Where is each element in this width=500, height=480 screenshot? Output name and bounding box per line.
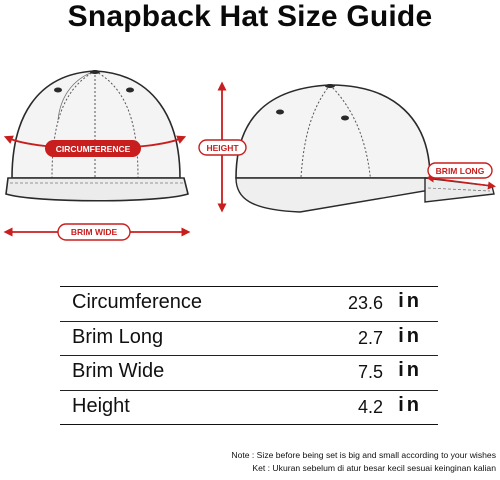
brim-long-label: BRIM LONG [427, 162, 493, 179]
row-name: Brim Long [72, 325, 164, 348]
row-value: 2.7 [357, 327, 383, 348]
size-table: Circumference 23.6 in Brim Long 2.7 in B… [60, 286, 438, 425]
hat-illustrations: CIRCUMFERENCE BRIM WIDE HEIGHT BRIM LONG [3, 70, 496, 241]
front-hat-icon [3, 70, 189, 202]
table-row: Brim Wide 7.5 in [60, 356, 438, 391]
row-name: Brim Wide [72, 360, 165, 382]
row-unit: in [398, 393, 422, 416]
table-row: Height 4.2 in [60, 391, 438, 425]
row-name: Circumference [72, 291, 203, 313]
note-english: Note : Size before being set is big and … [231, 450, 496, 460]
height-label: HEIGHT [198, 139, 247, 156]
brim-wide-label: BRIM WIDE [57, 223, 131, 241]
circumference-label: CIRCUMFERENCE [45, 140, 141, 157]
row-value: 7.5 [357, 362, 383, 382]
side-hat-icon [235, 84, 495, 213]
svg-text:HEIGHT: HEIGHT [206, 143, 239, 153]
row-unit: in [398, 359, 422, 381]
table-row: Circumference 23.6 in [60, 287, 438, 322]
row-unit: in [398, 324, 422, 347]
note-indonesian: Ket : Ukuran sebelum di atur besar kecil… [252, 463, 496, 473]
svg-text:CIRCUMFERENCE: CIRCUMFERENCE [56, 144, 131, 154]
svg-text:BRIM WIDE: BRIM WIDE [71, 227, 118, 237]
page-title: Snapback Hat Size Guide [67, 0, 433, 33]
row-unit: in [398, 290, 422, 312]
row-value: 4.2 [357, 396, 383, 417]
table-row: Brim Long 2.7 in [60, 322, 438, 356]
row-value: 23.6 [347, 293, 383, 313]
row-name: Height [72, 394, 130, 417]
svg-text:BRIM LONG: BRIM LONG [436, 166, 485, 176]
